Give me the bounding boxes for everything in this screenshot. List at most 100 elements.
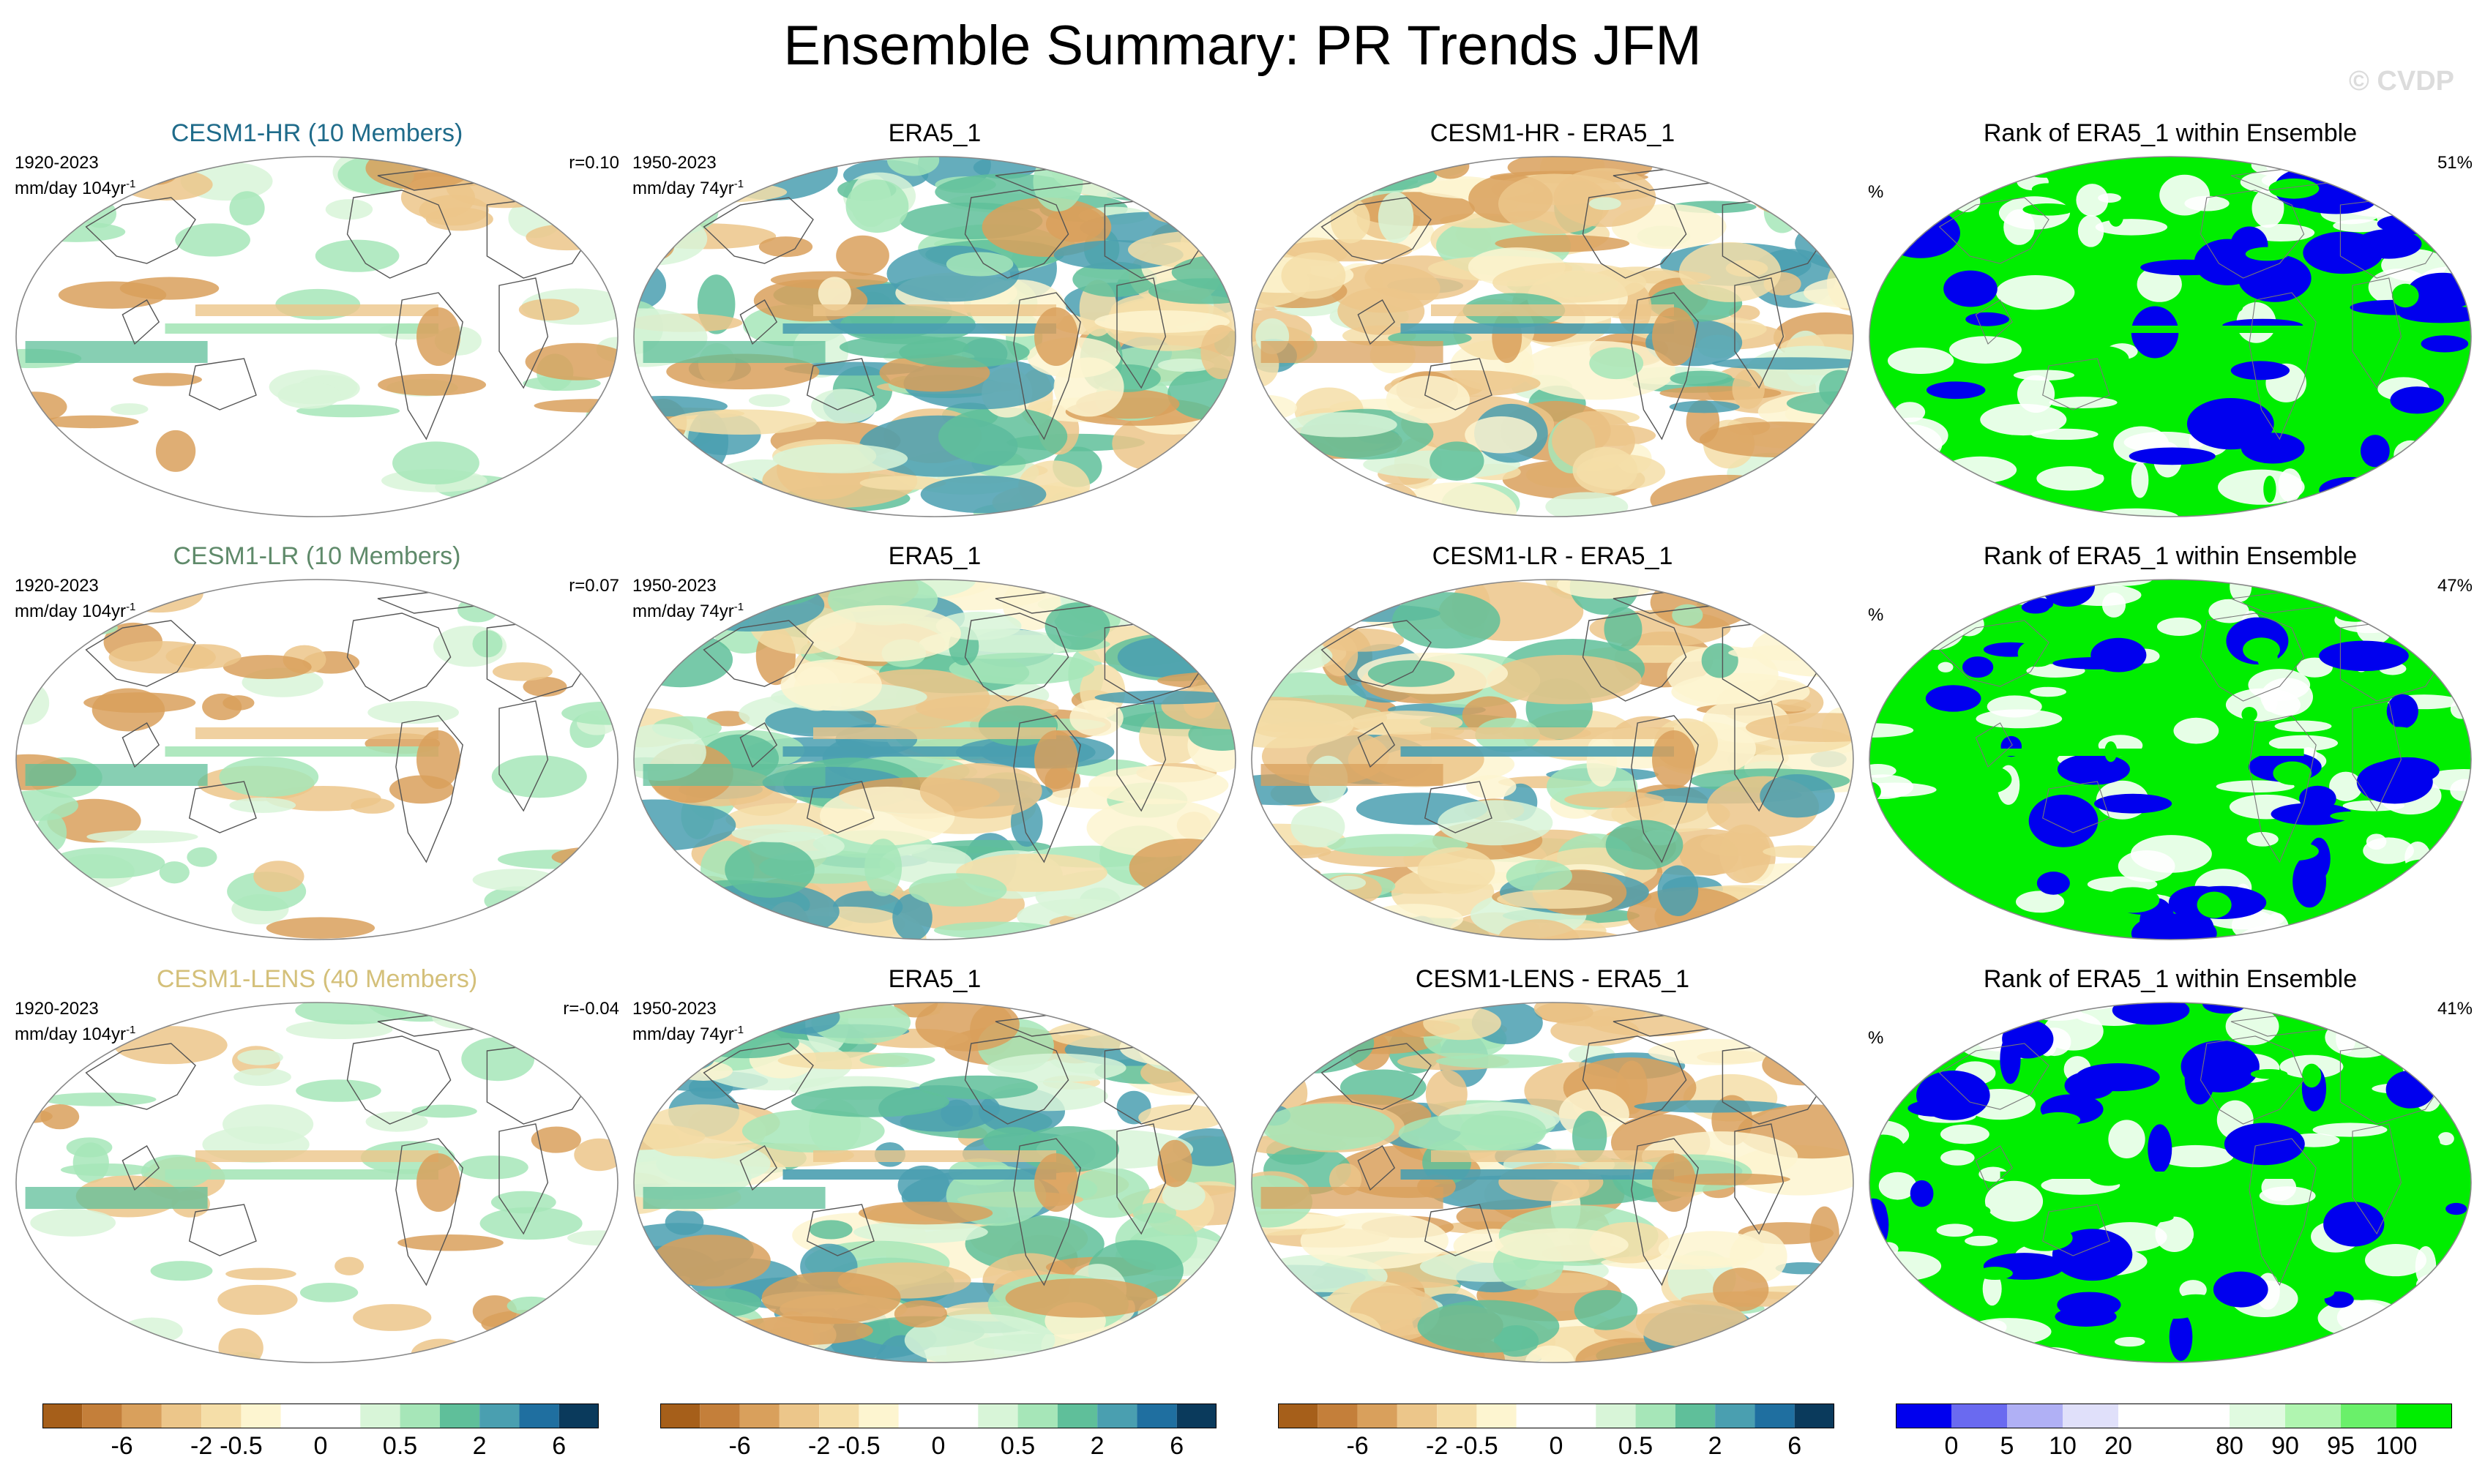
- colorbar-swatch: [42, 1404, 83, 1428]
- trend-map: [15, 579, 619, 940]
- panel-row3-obs: ERA5_1 1950-2023 mm/day 74yr-1: [631, 964, 1238, 1382]
- colorbar-swatch: [360, 1404, 400, 1428]
- colorbar-swatch: [201, 1404, 242, 1428]
- panel-row2-obs: ERA5_1 1950-2023 mm/day 74yr-1: [631, 541, 1238, 959]
- colorbar-swatch: [1437, 1404, 1477, 1428]
- colorbar-swatch: [1516, 1404, 1556, 1428]
- colorbar-tick-label: 10: [2049, 1432, 2077, 1460]
- trend-map: [1251, 1002, 1854, 1363]
- units-label: mm/day 74yr-1: [632, 1019, 744, 1045]
- pattern-correlation: r=0.10: [569, 153, 619, 173]
- units-exponent: -1: [733, 178, 744, 190]
- colorbar-tick-label: -0.5: [837, 1432, 881, 1460]
- colorbar-swatches: [1278, 1404, 1834, 1428]
- colorbar-tick-label: 100: [2375, 1432, 2418, 1460]
- colorbar-swatch: [898, 1404, 938, 1428]
- units-label: mm/day 104yr-1: [15, 1019, 135, 1045]
- colorbar-swatch: [439, 1404, 480, 1428]
- colorbar-tick-label: 6: [552, 1432, 567, 1460]
- panel-title: CESM1-HR (10 Members): [171, 119, 463, 147]
- colorbar-tick-label: -2: [1426, 1432, 1449, 1460]
- colorbar-tick-label: 6: [1170, 1432, 1184, 1460]
- period-label: 1950-2023: [632, 153, 717, 173]
- trend-colorbar-2: -6 -2 -0.5 0 0.5 2 6: [660, 1404, 1217, 1484]
- trend-map: [633, 156, 1236, 517]
- panel-row1-diff: CESM1-HR - ERA5_1: [1249, 119, 1856, 536]
- trend-colorbar-3: -6 -2 -0.5 0 0.5 2 6: [1278, 1404, 1834, 1484]
- colorbar-swatches: [42, 1404, 599, 1428]
- panel-title: Rank of ERA5_1 within Ensemble: [1983, 119, 2358, 147]
- units-label: mm/day 104yr-1: [15, 173, 135, 199]
- units-text: mm/day 104yr: [15, 602, 127, 621]
- colorbar-swatch: [700, 1404, 740, 1428]
- colorbar-swatch: [1397, 1404, 1438, 1428]
- colorbar-swatch: [1318, 1404, 1358, 1428]
- figure-title: Ensemble Summary: PR Trends JFM: [783, 15, 1702, 77]
- colorbar-tick-label: -6: [728, 1432, 751, 1460]
- panel-row2-rank: Rank of ERA5_1 within Ensemble% 47%: [1866, 541, 2474, 959]
- colorbar-swatches: [660, 1404, 1217, 1428]
- units-exponent: -1: [126, 178, 136, 190]
- panel-title: CESM1-LR - ERA5_1: [1432, 542, 1673, 570]
- colorbar-swatch: [2007, 1404, 2063, 1428]
- colorbar-swatch: [2396, 1404, 2452, 1428]
- colorbar-tick-label: -0.5: [220, 1432, 263, 1460]
- colorbar-swatch: [1635, 1404, 1675, 1428]
- colorbar-tick-label: -6: [1346, 1432, 1369, 1460]
- colorbar-tick-label: 0.5: [1618, 1432, 1653, 1460]
- panel-row1-obs: ERA5_1 1950-2023 mm/day 74yr-1: [631, 119, 1238, 536]
- panel-title: CESM1-HR - ERA5_1: [1430, 119, 1675, 147]
- panel-row1-model: CESM1-HR (10 Members) 1920-2023 mm/day 104…: [13, 119, 621, 536]
- units-text: mm/day 104yr: [15, 179, 127, 198]
- trend-map: [1251, 156, 1854, 517]
- colorbar-swatch: [978, 1404, 1018, 1428]
- rank-percentage: 41%: [2437, 999, 2473, 1019]
- colorbar-tick-label: 6: [1787, 1432, 1802, 1460]
- trend-map: [15, 156, 619, 517]
- units-text: mm/day 74yr: [632, 602, 734, 621]
- units-exponent: -1: [126, 1024, 136, 1036]
- panel-title: CESM1-LR (10 Members): [173, 542, 461, 570]
- colorbar-swatch: [241, 1404, 281, 1428]
- panel-title: CESM1-LENS (40 Members): [156, 965, 478, 993]
- colorbar-tick-label: 0: [1944, 1432, 1959, 1460]
- rank-map: [1869, 579, 2472, 940]
- colorbar-swatch: [519, 1404, 559, 1428]
- units-exponent: -1: [733, 1024, 744, 1036]
- colorbar-tick-label: 20: [2104, 1432, 2132, 1460]
- colorbar-swatch: [1017, 1404, 1058, 1428]
- trend-map: [15, 1002, 619, 1363]
- panel-row2-model: CESM1-LR (10 Members) 1920-2023 mm/day 104…: [13, 541, 621, 959]
- colorbar-swatch: [2230, 1404, 2285, 1428]
- cvdp-watermark: © CVDP: [2348, 66, 2454, 97]
- period-label: 1950-2023: [632, 576, 717, 596]
- colorbar-swatch: [1794, 1404, 1834, 1428]
- colorbar-swatch: [122, 1404, 162, 1428]
- panel-title: ERA5_1: [888, 119, 982, 147]
- colorbar-swatch: [1556, 1404, 1596, 1428]
- colorbar-tick-label: 0: [931, 1432, 946, 1460]
- panel-row2-diff: CESM1-LR - ERA5_1: [1249, 541, 1856, 959]
- pattern-correlation: r=-0.04: [563, 999, 619, 1019]
- colorbar-swatch: [1476, 1404, 1517, 1428]
- colorbar-tick-label: -0.5: [1455, 1432, 1498, 1460]
- panel-row3-model: CESM1-LENS (40 Members) 1920-2023 mm/day 1…: [13, 964, 621, 1382]
- colorbar-tick-label: -2: [808, 1432, 831, 1460]
- units-text: mm/day 74yr: [632, 1024, 734, 1044]
- panel-row3-diff: CESM1-LENS - ERA5_1: [1249, 964, 1856, 1382]
- colorbar-tick-label: 0: [313, 1432, 328, 1460]
- period-label: 1920-2023: [15, 576, 99, 596]
- units-label: mm/day 74yr-1: [632, 173, 744, 199]
- colorbar-tick-label: 80: [2216, 1432, 2243, 1460]
- panel-row3-rank: Rank of ERA5_1 within Ensemble% 41%: [1866, 964, 2474, 1382]
- colorbar-tick-label: 90: [2271, 1432, 2299, 1460]
- panel-title: Rank of ERA5_1 within Ensemble: [1983, 965, 2358, 993]
- colorbar-tick-label: 0.5: [382, 1432, 418, 1460]
- trend-map: [633, 1002, 1236, 1363]
- colorbar-tick-label: 2: [1090, 1432, 1105, 1460]
- colorbar-swatch: [1755, 1404, 1795, 1428]
- rank-percentage: 47%: [2437, 576, 2473, 596]
- colorbar-tick-label: 2: [472, 1432, 487, 1460]
- colorbar-swatch: [1278, 1404, 1318, 1428]
- rank-unit-label: %: [1868, 1028, 1884, 1048]
